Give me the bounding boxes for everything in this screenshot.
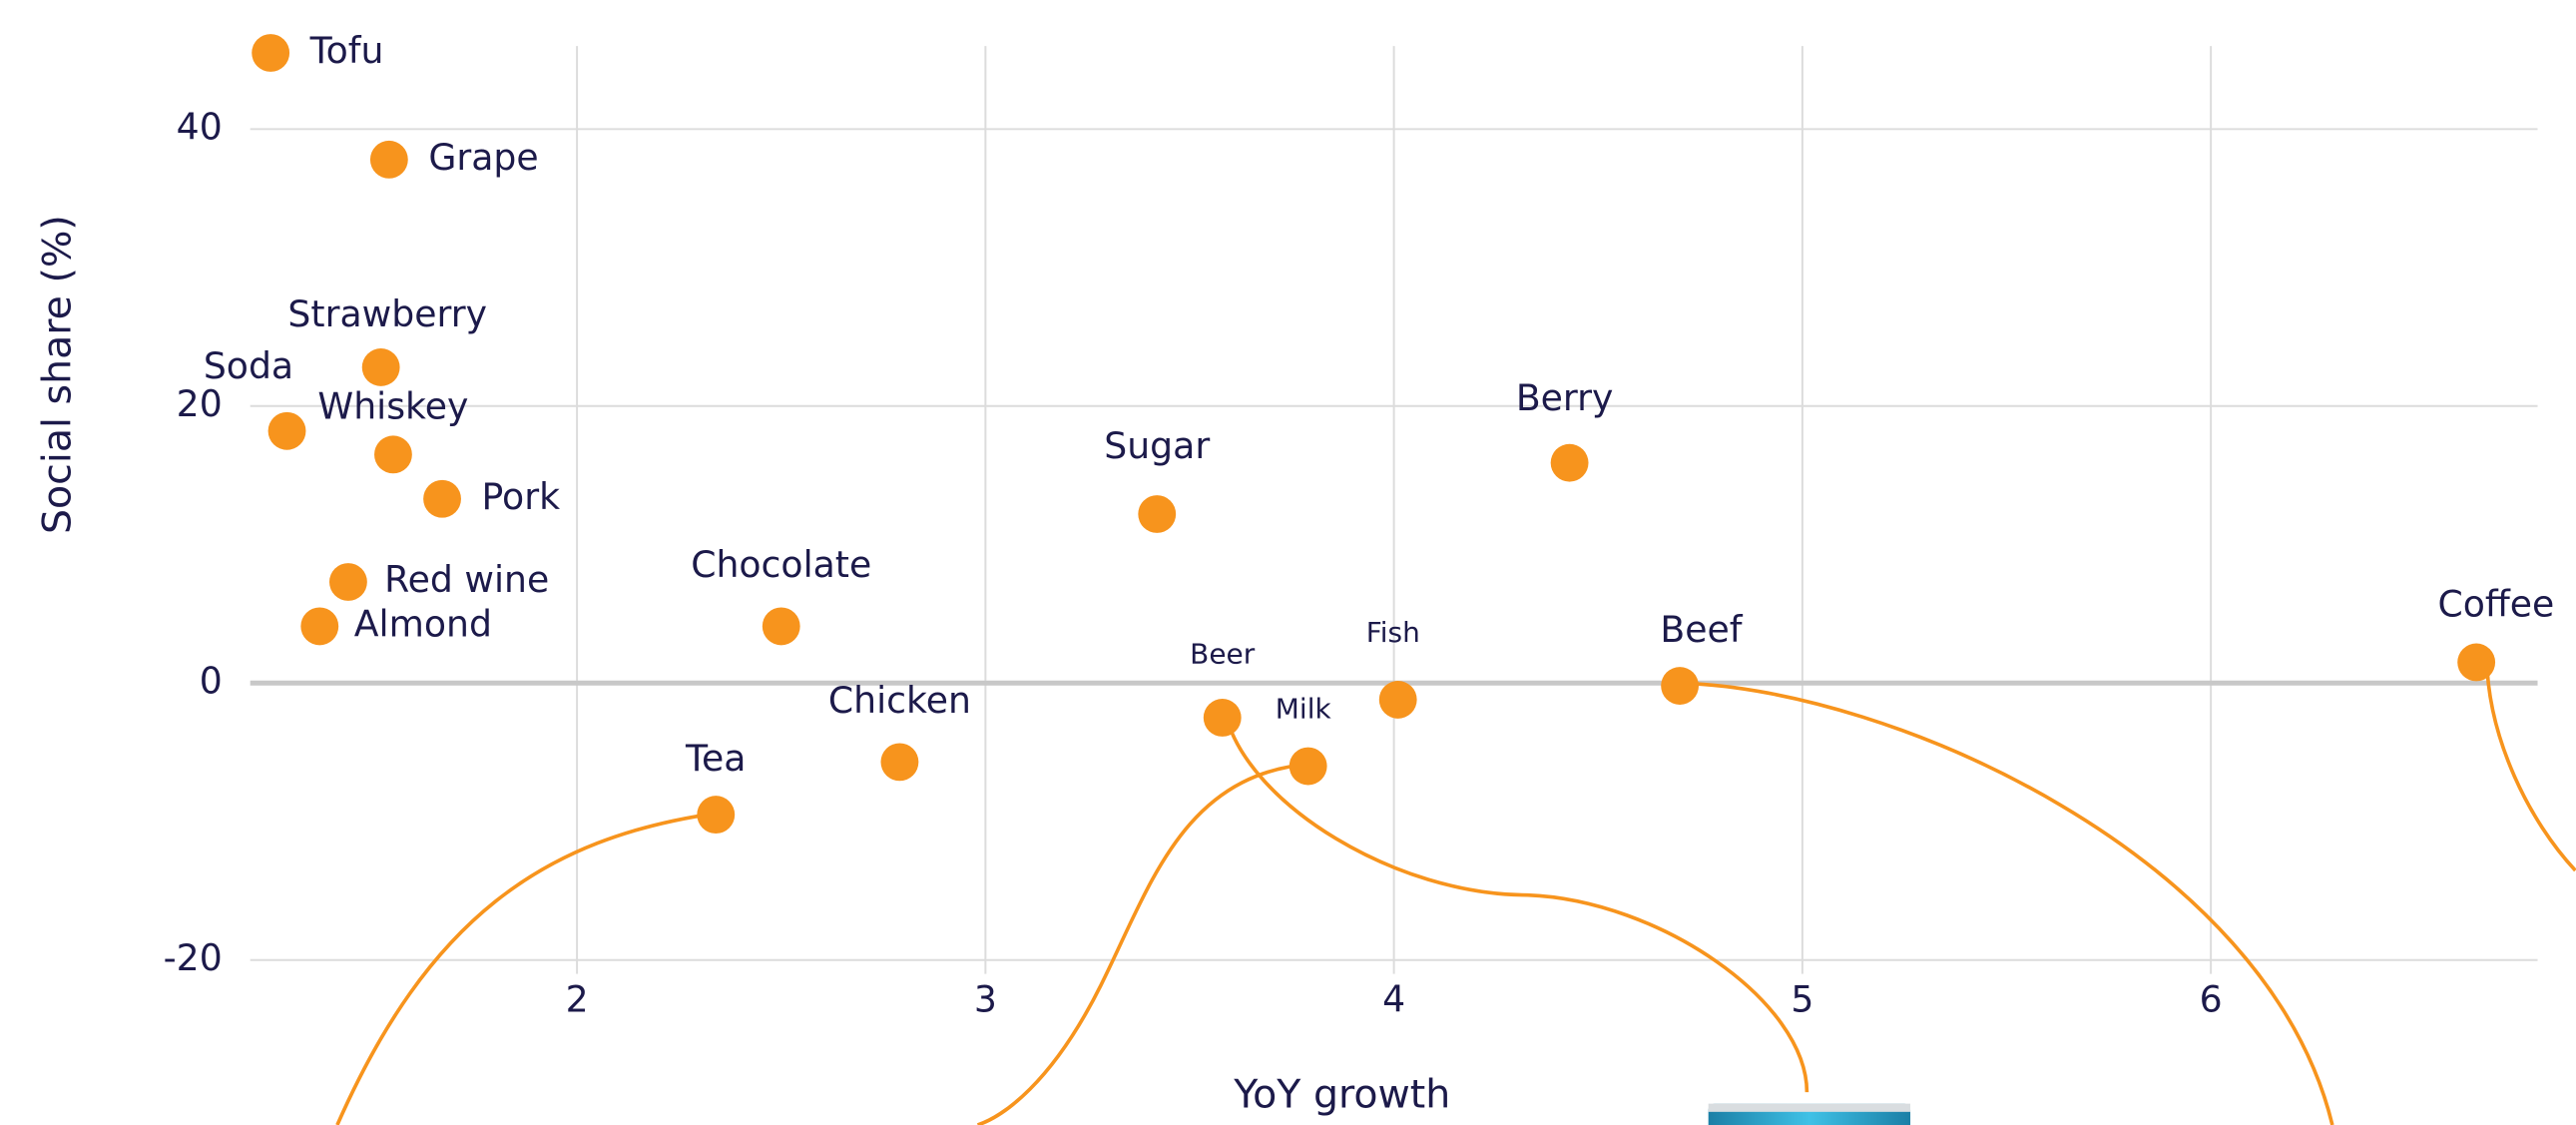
y-tick-label: -20 (164, 936, 223, 979)
point (1378, 681, 1417, 719)
point (762, 607, 800, 646)
point-label: Grape (428, 136, 538, 179)
x-tick-label: 3 (974, 978, 997, 1021)
point-label: Strawberry (287, 292, 487, 335)
y-tick-label: 20 (177, 382, 223, 425)
points: Tofu Grape Strawberry Soda Whiskey Pork Red wi… (204, 29, 2554, 835)
can-rim (1708, 1103, 1911, 1112)
x-tick-label: 4 (1382, 978, 1405, 1021)
point-label: Soda (204, 344, 293, 387)
point (1203, 699, 1242, 737)
point-label: Chicken (828, 679, 971, 722)
y-axis-label: Social share (%) (34, 215, 80, 534)
point-label: Coffee (2437, 583, 2554, 626)
curve (1683, 681, 2334, 1125)
grid: 2 3 4 5 6 -20 0 20 40 (164, 46, 2538, 1021)
point (2457, 643, 2496, 682)
x-axis-label: YoY growth (1233, 1072, 1450, 1118)
point (880, 743, 919, 782)
point-label: Red wine (384, 558, 549, 601)
point (267, 411, 306, 450)
point-label: Chocolate (691, 543, 871, 586)
x-tick-label: 5 (1791, 978, 1813, 1021)
point-label: Pork (482, 475, 561, 518)
point (423, 479, 461, 518)
point (252, 34, 290, 72)
curve (976, 762, 1314, 1125)
x-tick-label: 2 (566, 978, 589, 1021)
point-label: Sugar (1104, 424, 1210, 467)
point-label: Tofu (309, 29, 384, 72)
point (1138, 495, 1177, 533)
point (369, 140, 408, 179)
point-label: Beer (1190, 637, 1256, 670)
point-label: Fish (1366, 616, 1420, 649)
curve (1224, 714, 1809, 1093)
point-label: Whiskey (317, 384, 468, 427)
point (1288, 747, 1327, 786)
curve (2484, 658, 2576, 872)
point (300, 607, 339, 646)
point (328, 563, 367, 601)
point-label: Almond (354, 602, 492, 645)
decorative-curves (335, 658, 2576, 1125)
curve (335, 811, 719, 1125)
point (361, 348, 400, 386)
y-tick-label: 0 (200, 659, 223, 702)
point-label: Milk (1276, 693, 1332, 726)
y-tick-label: 40 (177, 105, 223, 148)
point (1661, 667, 1700, 705)
x-tick-label: 6 (2200, 978, 2223, 1021)
point (697, 796, 736, 835)
point (374, 435, 412, 474)
point (1550, 443, 1589, 482)
point-label: Beef (1660, 608, 1743, 651)
point-label: Berry (1516, 376, 1614, 419)
point-label: Tea (685, 737, 746, 780)
